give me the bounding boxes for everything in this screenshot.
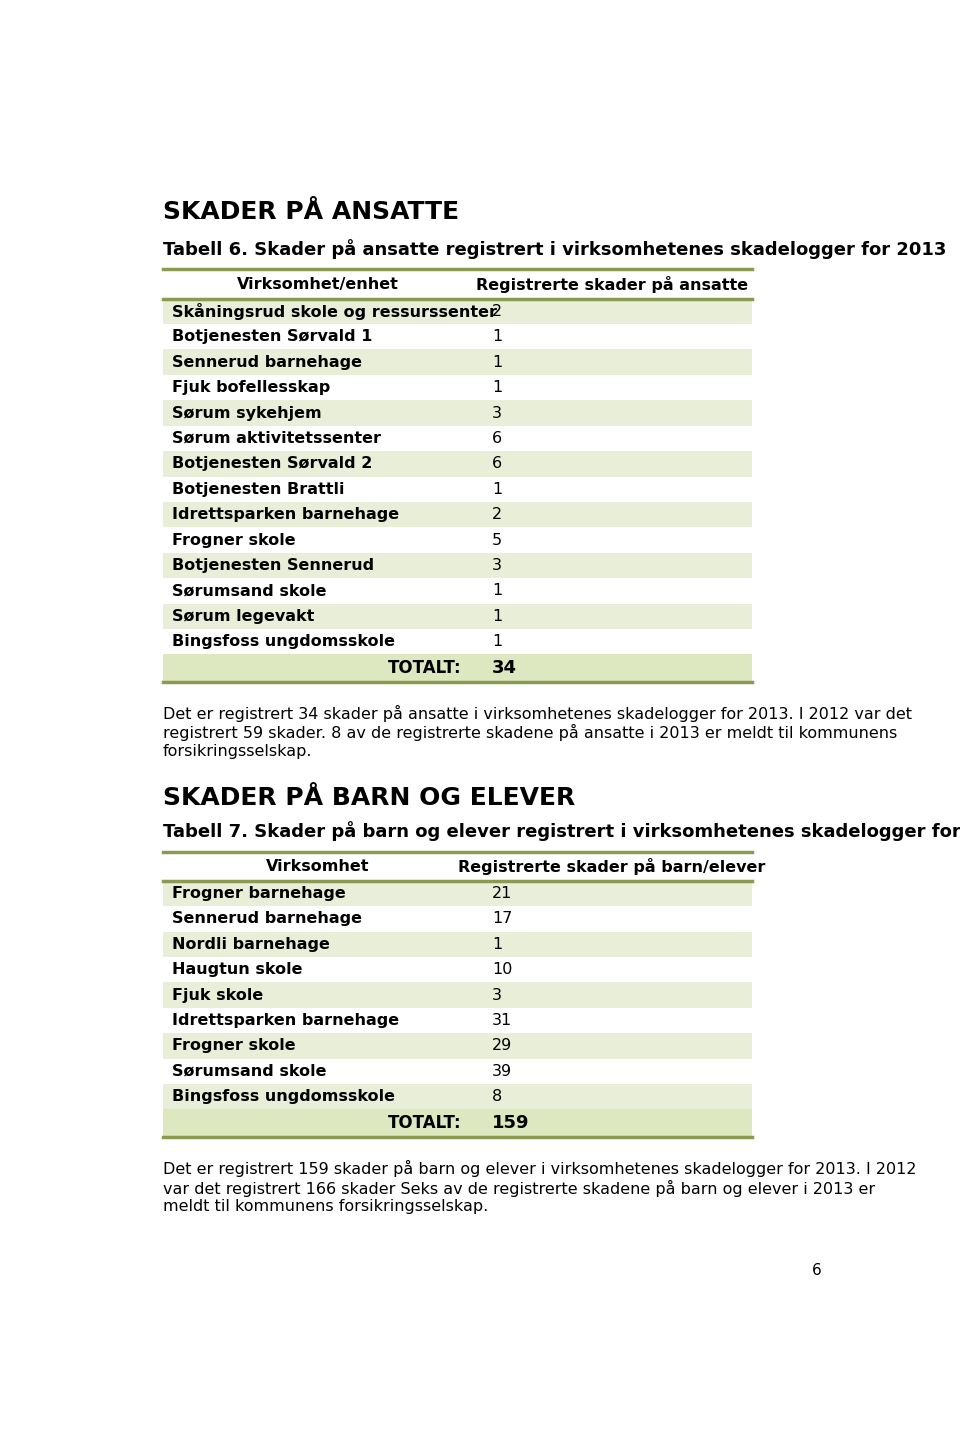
Text: 31: 31 [492, 1013, 513, 1027]
Bar [162, 853, 752, 880]
Text: Nordli barnehage: Nordli barnehage [172, 937, 330, 952]
Bar [162, 553, 752, 579]
Text: SKADER PÅ ANSATTE: SKADER PÅ ANSATTE [162, 201, 459, 224]
Text: 1: 1 [492, 609, 502, 623]
Text: Virksomhet: Virksomhet [266, 860, 370, 874]
Text: 2: 2 [492, 506, 502, 522]
Bar [162, 1059, 752, 1084]
Bar [162, 452, 752, 476]
Text: Bingsfoss ungdomsskole: Bingsfoss ungdomsskole [172, 1089, 395, 1104]
Bar [162, 629, 752, 655]
Bar [162, 579, 752, 603]
Text: Registrerte skader på ansatte: Registrerte skader på ansatte [476, 276, 748, 293]
Text: Frogner skole: Frogner skole [172, 532, 296, 547]
Text: Haugtun skole: Haugtun skole [172, 962, 302, 977]
Text: Botjenesten Sennerud: Botjenesten Sennerud [172, 558, 374, 573]
Text: 39: 39 [492, 1063, 512, 1079]
Text: Sennerud barnehage: Sennerud barnehage [172, 912, 362, 926]
Bar [162, 349, 752, 375]
Text: Frogner skole: Frogner skole [172, 1039, 296, 1053]
Bar [162, 400, 752, 426]
Bar [162, 932, 752, 957]
Text: Idrettsparken barnehage: Idrettsparken barnehage [172, 1013, 399, 1027]
Text: 159: 159 [492, 1114, 530, 1133]
Text: 6: 6 [811, 1263, 822, 1277]
Text: Botjenesten Sørvald 2: Botjenesten Sørvald 2 [172, 456, 372, 472]
Text: 6: 6 [492, 456, 502, 472]
Text: 3: 3 [492, 987, 502, 1003]
Text: 3: 3 [492, 558, 502, 573]
Bar [162, 375, 752, 400]
Text: Idrettsparken barnehage: Idrettsparken barnehage [172, 506, 399, 522]
Text: Sørumsand skole: Sørumsand skole [172, 1063, 326, 1079]
Text: 29: 29 [492, 1039, 513, 1053]
Text: Sørum sykehjem: Sørum sykehjem [172, 405, 322, 420]
Bar [162, 880, 752, 906]
Text: Sørum legevakt: Sørum legevakt [172, 609, 314, 623]
Bar [162, 502, 752, 527]
Text: var det registrert 166 skader Seks av de registrerte skadene på barn og elever i: var det registrert 166 skader Seks av de… [162, 1179, 875, 1196]
Text: 1: 1 [492, 635, 502, 649]
Text: TOTALT:: TOTALT: [388, 659, 461, 677]
Bar [162, 1033, 752, 1059]
Text: 1: 1 [492, 380, 502, 395]
Text: 6: 6 [492, 431, 502, 446]
Text: Sørum aktivitetssenter: Sørum aktivitetssenter [172, 431, 381, 446]
Bar [162, 325, 752, 349]
Text: Bingsfoss ungdomsskole: Bingsfoss ungdomsskole [172, 635, 395, 649]
Text: SKADER PÅ BARN OG ELEVER: SKADER PÅ BARN OG ELEVER [162, 786, 575, 810]
Text: Registrerte skader på barn/elever: Registrerte skader på barn/elever [459, 859, 766, 876]
Text: Frogner barnehage: Frogner barnehage [172, 886, 346, 900]
Text: Tabell 6. Skader på ansatte registrert i virksomhetenes skadelogger for 2013: Tabell 6. Skader på ansatte registrert i… [162, 238, 946, 258]
Bar [162, 655, 752, 683]
Text: Tabell 7. Skader på barn og elever registrert i virksomhetenes skadelogger for 2: Tabell 7. Skader på barn og elever regis… [162, 821, 960, 841]
Text: 17: 17 [492, 912, 513, 926]
Text: Skåningsrud skole og ressurssenter: Skåningsrud skole og ressurssenter [172, 303, 497, 320]
Text: Fjuk bofellesskap: Fjuk bofellesskap [172, 380, 330, 395]
Text: 1: 1 [492, 482, 502, 496]
Text: 5: 5 [492, 532, 502, 547]
Text: Sennerud barnehage: Sennerud barnehage [172, 355, 362, 369]
Text: 3: 3 [492, 405, 502, 420]
Bar [162, 1084, 752, 1110]
Text: 2: 2 [492, 304, 502, 319]
Bar [162, 603, 752, 629]
Text: 1: 1 [492, 583, 502, 599]
Text: forsikringsselskap.: forsikringsselskap. [162, 743, 312, 759]
Text: 1: 1 [492, 355, 502, 369]
Text: 8: 8 [492, 1089, 502, 1104]
Text: Virksomhet/enhet: Virksomhet/enhet [237, 277, 398, 293]
Text: Det er registrert 34 skader på ansatte i virksomhetenes skadelogger for 2013. I : Det er registrert 34 skader på ansatte i… [162, 706, 912, 723]
Text: 21: 21 [492, 886, 513, 900]
Text: 34: 34 [492, 659, 517, 677]
Bar [162, 1110, 752, 1137]
Text: 1: 1 [492, 329, 502, 345]
Bar [162, 271, 752, 299]
Bar [162, 527, 752, 553]
Bar [162, 426, 752, 452]
Text: Sørumsand skole: Sørumsand skole [172, 583, 326, 599]
Text: Botjenesten Brattli: Botjenesten Brattli [172, 482, 345, 496]
Bar [162, 983, 752, 1007]
Text: registrert 59 skader. 8 av de registrerte skadene på ansatte i 2013 er meldt til: registrert 59 skader. 8 av de registrert… [162, 724, 897, 742]
Text: meldt til kommunens forsikringsselskap.: meldt til kommunens forsikringsselskap. [162, 1199, 488, 1214]
Text: Det er registrert 159 skader på barn og elever i virksomhetenes skadelogger for : Det er registrert 159 skader på barn og … [162, 1160, 916, 1177]
Text: 1: 1 [492, 937, 502, 952]
Bar [162, 906, 752, 932]
Bar [162, 1007, 752, 1033]
Text: TOTALT:: TOTALT: [388, 1114, 461, 1133]
Text: 10: 10 [492, 962, 513, 977]
Bar [162, 476, 752, 502]
Text: Botjenesten Sørvald 1: Botjenesten Sørvald 1 [172, 329, 372, 345]
Text: Fjuk skole: Fjuk skole [172, 987, 263, 1003]
Bar [162, 299, 752, 325]
Bar [162, 957, 752, 983]
